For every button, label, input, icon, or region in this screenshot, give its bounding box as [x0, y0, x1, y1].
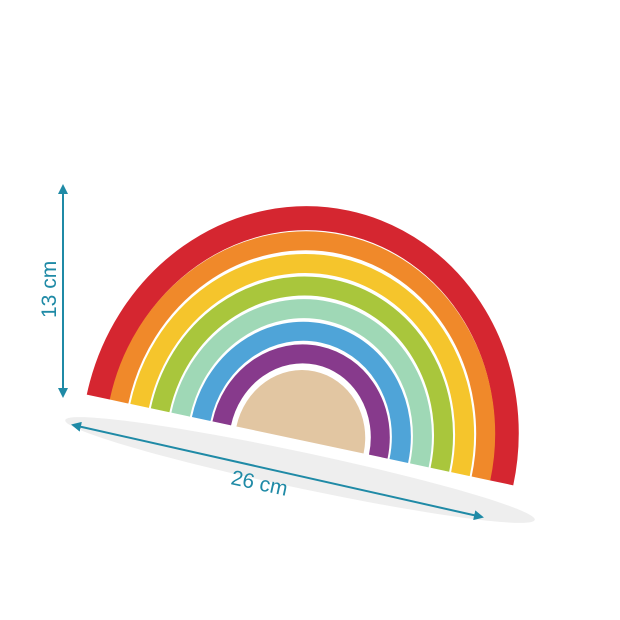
arch-3 — [130, 253, 475, 477]
height-label: 13 cm — [38, 261, 61, 318]
arch-7 — [212, 344, 390, 459]
arch-5 — [171, 299, 432, 468]
arch-2 — [109, 231, 496, 481]
width-arrow — [71, 421, 484, 521]
rainbow-arches — [86, 206, 519, 486]
arch-4 — [150, 276, 453, 472]
arch-1 — [86, 206, 519, 486]
arch-6 — [191, 321, 411, 463]
